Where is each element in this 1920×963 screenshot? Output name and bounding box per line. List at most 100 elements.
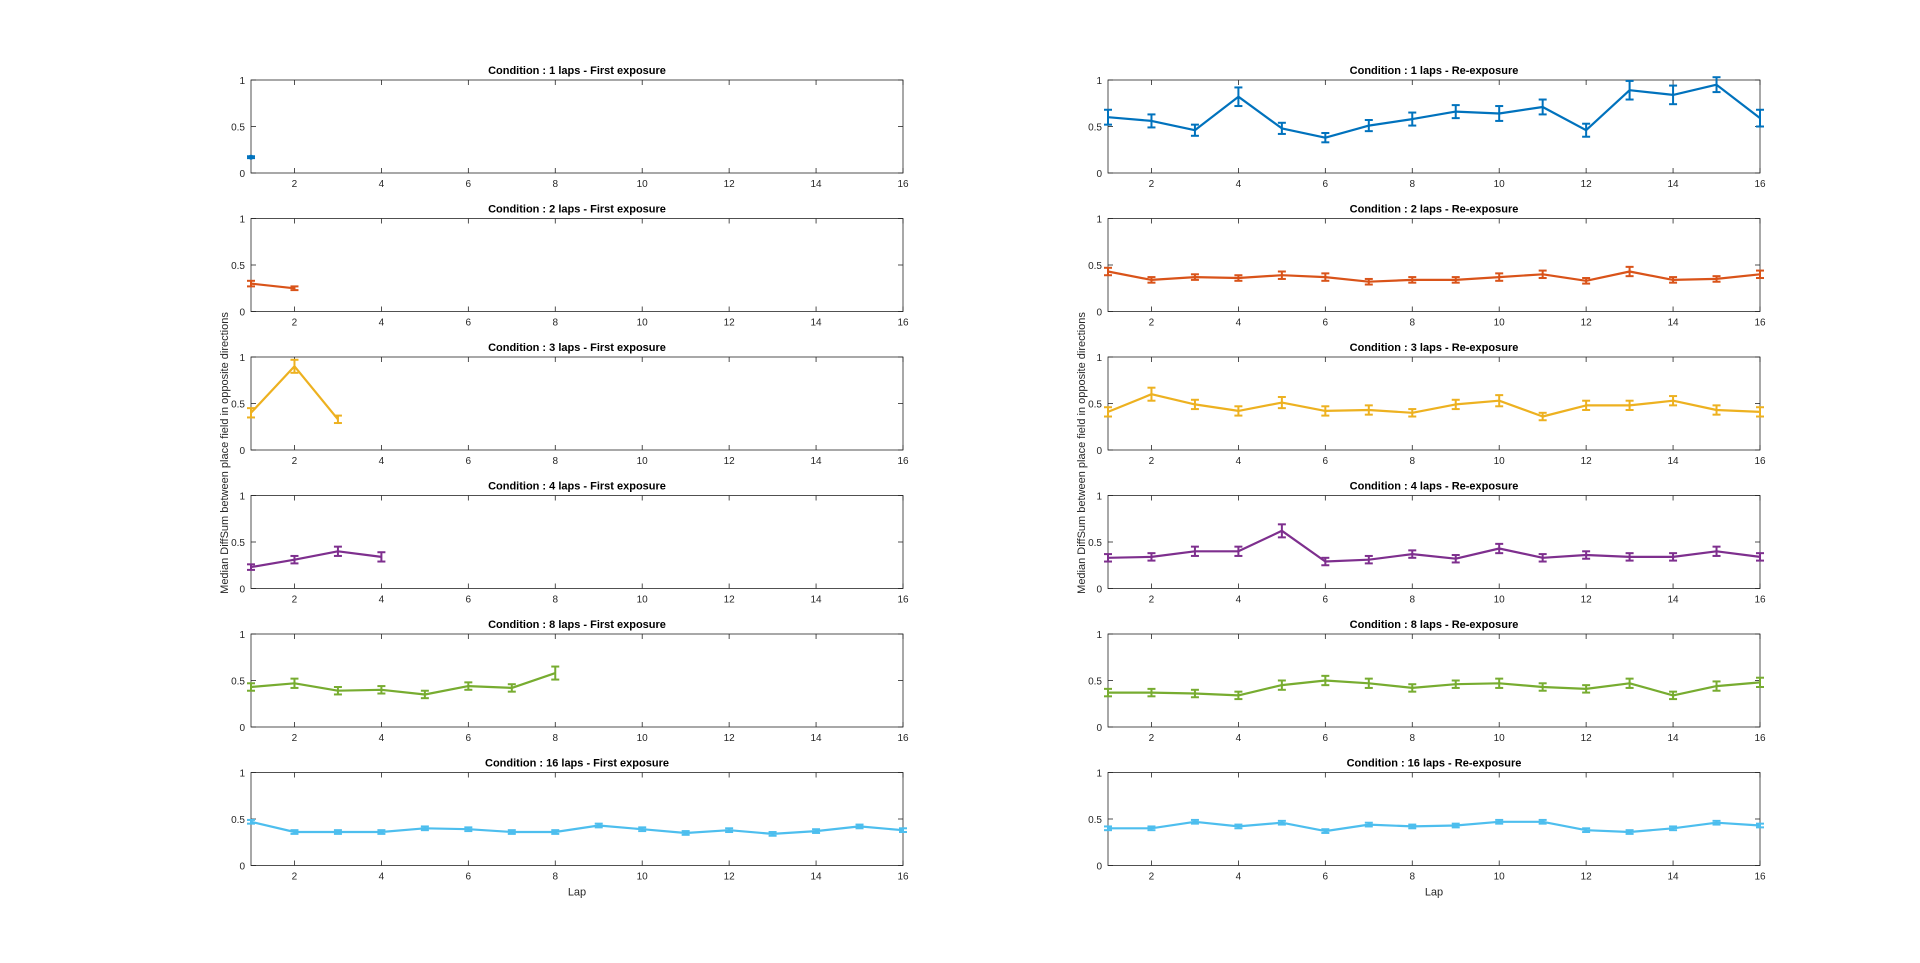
error-bar (1538, 818, 1547, 825)
x-tick-label: 12 (724, 595, 736, 606)
error-bar (1277, 819, 1286, 826)
x-tick-label: 16 (1754, 318, 1766, 329)
x-tick-label: 16 (897, 733, 909, 744)
x-tick-label: 10 (1494, 318, 1506, 329)
error-bar (1495, 818, 1504, 825)
x-tick-label: 4 (1236, 318, 1242, 329)
subplot-7: Condition : 4 laps - First exposure 2 4 6 8 1… (231, 481, 909, 606)
error-bar (1408, 683, 1417, 693)
error-bar (333, 414, 342, 425)
error-bar (1669, 395, 1678, 407)
x-tick-label: 4 (379, 179, 385, 190)
error-bar (1756, 676, 1764, 689)
error-bar (247, 682, 255, 692)
x-tick-label: 12 (1581, 318, 1593, 329)
x-tick-label: 6 (1323, 733, 1329, 744)
error-bar (1147, 113, 1156, 129)
x-tick-label: 4 (379, 456, 385, 467)
x-tick-label: 6 (466, 179, 472, 190)
x-tick-label: 10 (637, 733, 649, 744)
y-tick-label: 0 (239, 308, 245, 319)
error-bar (1538, 553, 1547, 563)
error-bar (1104, 266, 1112, 277)
error-bar (855, 823, 864, 830)
error-bar (1234, 690, 1243, 701)
error-bar (1277, 121, 1286, 135)
x-tick-label: 2 (1149, 179, 1155, 190)
x-tick-label: 2 (292, 733, 298, 744)
y-tick-label: 0.5 (231, 261, 245, 272)
subplot-title: Condition : 2 laps - First exposure (488, 204, 666, 216)
error-bar (1321, 674, 1330, 687)
error-bar (1669, 276, 1678, 284)
axes-box (250, 633, 904, 728)
axes-box (1107, 218, 1761, 312)
subplot-title: Condition : 4 laps - Re-exposure (1350, 481, 1519, 493)
error-bar (290, 358, 299, 374)
subplot-title: Condition : 4 laps - First exposure (488, 481, 666, 493)
x-tick-label: 6 (1323, 872, 1329, 883)
y-tick-label: 0.5 (1088, 400, 1102, 411)
error-bar (1451, 554, 1460, 564)
error-bar (1538, 269, 1547, 280)
error-bar (1538, 682, 1547, 692)
error-bar (464, 826, 473, 833)
error-bar (1582, 550, 1591, 560)
x-tick-label: 16 (1754, 872, 1766, 883)
error-bar (1321, 272, 1330, 282)
x-tick-label: 6 (1323, 456, 1329, 467)
error-bar (1147, 552, 1156, 562)
error-bar (1495, 272, 1504, 282)
error-bar (551, 665, 560, 681)
error-bar (507, 683, 516, 693)
error-bar (1756, 406, 1764, 418)
error-bar (1277, 523, 1286, 539)
y-tick-label: 0.5 (231, 815, 245, 826)
error-bar (1234, 274, 1243, 282)
error-bar (333, 829, 342, 835)
y-tick-label: 0 (239, 723, 245, 734)
x-tick-label: 10 (1494, 872, 1506, 883)
x-tick-label: 14 (1668, 179, 1680, 190)
series-line (1107, 393, 1761, 418)
x-tick-label: 12 (724, 318, 736, 329)
y-tick-label: 0.5 (1088, 538, 1102, 549)
x-tick-label: 2 (1149, 456, 1155, 467)
x-tick-label: 6 (466, 456, 472, 467)
error-bar (247, 407, 255, 419)
error-bar (1756, 108, 1764, 128)
series-line (1108, 820, 1761, 834)
series-line (250, 820, 904, 836)
subplot-title: Condition : 3 laps - First exposure (488, 342, 666, 354)
x-tick-label: 2 (1149, 595, 1155, 606)
error-bar (1277, 270, 1286, 280)
error-bar (1147, 687, 1156, 698)
x-tick-label: 2 (292, 456, 298, 467)
y-tick-label: 0 (1096, 308, 1102, 319)
error-bar (377, 685, 386, 695)
error-bar (1451, 679, 1460, 689)
series-line (250, 282, 295, 290)
y-tick-label: 0.5 (1088, 123, 1102, 134)
error-bar (1321, 405, 1330, 417)
x-tick-label: 4 (379, 318, 385, 329)
x-tick-label: 10 (1494, 456, 1506, 467)
data-point (248, 154, 254, 160)
error-bar (1625, 265, 1634, 278)
error-bar (1669, 552, 1678, 562)
error-bar (1625, 79, 1634, 101)
error-bar (1277, 395, 1286, 410)
error-bar (1495, 105, 1504, 122)
x-tick-label: 14 (811, 872, 823, 883)
error-bar (1582, 122, 1591, 138)
error-bar (551, 829, 560, 835)
error-bar (1104, 108, 1112, 126)
x-axis-label: Lap (568, 887, 586, 899)
x-tick-label: 2 (1149, 318, 1155, 329)
y-axis-label-left: Median DiffSum between place field in op… (219, 312, 231, 594)
error-bar (1147, 276, 1156, 284)
error-bar (1408, 408, 1417, 418)
